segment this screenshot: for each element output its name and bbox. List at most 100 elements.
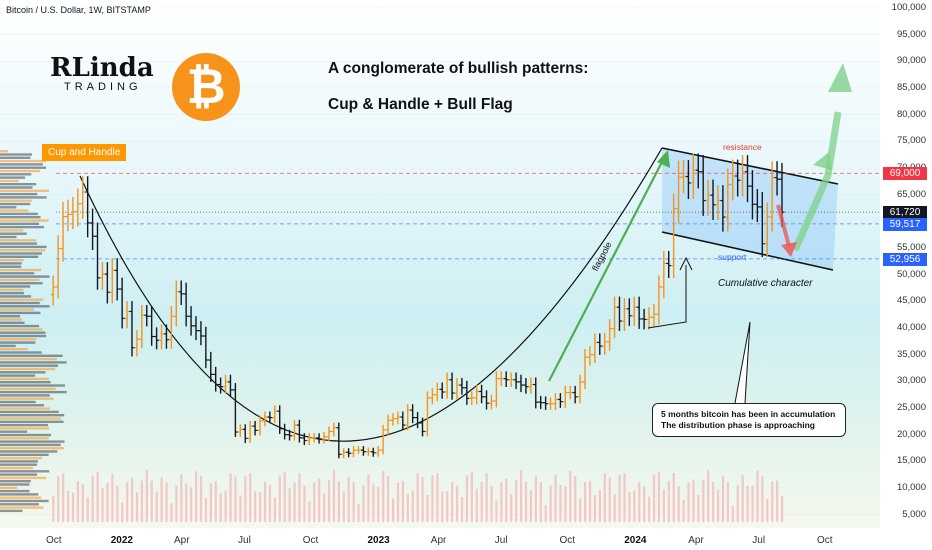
volume-bar xyxy=(170,503,173,522)
volume-bar xyxy=(475,488,478,522)
volume-profile-bar xyxy=(0,440,65,443)
volume-bar xyxy=(480,481,483,522)
flagpole-arrow-line xyxy=(548,157,665,382)
volume-profile-bar xyxy=(0,470,50,473)
volume-bar xyxy=(485,473,488,522)
volume-bar xyxy=(190,487,193,522)
volume-bar xyxy=(451,481,454,522)
x-tick-label: Jul xyxy=(238,535,251,546)
volume-bar xyxy=(155,491,158,522)
volume-bar xyxy=(175,485,178,522)
volume-profile-bar xyxy=(0,453,49,456)
volume-profile-bar xyxy=(0,430,28,433)
volume-profile-bar xyxy=(0,489,30,493)
volume-profile-bar xyxy=(0,499,49,503)
volume-profile-bar xyxy=(0,265,22,268)
volume-bar xyxy=(160,477,163,522)
volume-profile-bar xyxy=(0,311,41,315)
volume-profile-bar xyxy=(0,506,44,509)
volume-profile-bar xyxy=(0,206,17,209)
volume-profile-bar xyxy=(0,397,54,400)
pullback-arrow-head xyxy=(781,242,797,257)
volume-profile-bar xyxy=(0,324,40,328)
volume-bar xyxy=(500,482,503,522)
volume-bar xyxy=(569,470,572,522)
volume-bar xyxy=(436,473,439,522)
volume-bar xyxy=(687,482,690,522)
volume-profile-bar xyxy=(0,196,47,199)
volume-profile-bar xyxy=(0,308,34,311)
volume-bar xyxy=(347,476,350,522)
cumulative-character-label: Cumulative character xyxy=(718,278,813,289)
cup-curve xyxy=(79,147,663,442)
volume-profile-bar xyxy=(0,496,42,499)
volume-profile-bar xyxy=(0,414,65,417)
volume-profile-bar xyxy=(0,222,39,225)
volume-bar xyxy=(677,486,680,522)
volume-bar xyxy=(57,476,60,522)
volume-profile-bar xyxy=(0,473,38,476)
volume-profile-bar xyxy=(0,348,28,351)
volume-bar xyxy=(460,496,464,522)
x-tick-label: Apr xyxy=(688,535,704,546)
volume-bar xyxy=(86,497,89,522)
y-tick-label: 65,000 xyxy=(896,188,926,200)
volume-bar xyxy=(564,486,567,522)
volume-bar xyxy=(529,490,533,522)
volume-profile-bar xyxy=(0,186,33,189)
volume-bar xyxy=(62,473,65,522)
volume-profile-bar xyxy=(0,216,41,219)
volume-profile-bar xyxy=(0,367,56,371)
volume-profile-bar xyxy=(0,321,25,324)
pullback-arrow-line xyxy=(776,204,791,247)
volume-bar xyxy=(623,473,626,522)
volume-profile-bar xyxy=(0,245,47,249)
volume-bar xyxy=(91,475,94,522)
volume-bar xyxy=(283,471,286,522)
volume-profile-bar xyxy=(0,262,22,265)
volume-bar xyxy=(106,483,109,522)
volume-profile-bar xyxy=(0,410,59,414)
volume-bar xyxy=(396,482,400,522)
x-tick-label: Oct xyxy=(559,535,576,546)
volume-bar xyxy=(239,495,242,522)
volume-profile-bar xyxy=(0,456,43,460)
volume-profile-bar xyxy=(0,183,37,186)
volume-profile-bar xyxy=(0,219,49,222)
volume-bar xyxy=(515,479,518,522)
volume-profile-bar xyxy=(0,295,32,298)
volume-bar xyxy=(539,482,542,522)
volume-profile-bar xyxy=(0,387,56,390)
y-tick-label: 10,000 xyxy=(896,482,926,493)
volume-profile-bar xyxy=(0,176,26,179)
volume-bar xyxy=(66,491,70,522)
volume-bar xyxy=(180,474,183,522)
cumulative-pointer xyxy=(647,256,693,329)
volume-bar xyxy=(672,473,675,522)
volume-profile-bar xyxy=(0,344,16,348)
volume-bar xyxy=(426,494,429,522)
volume-bar xyxy=(234,476,237,522)
volume-profile-bar xyxy=(0,364,58,367)
volume-bar xyxy=(421,477,424,522)
volume-bar xyxy=(736,485,739,522)
y-tick-label: 80,000 xyxy=(896,108,926,120)
volume-profile-bar xyxy=(0,437,49,440)
y-tick-label: 15,000 xyxy=(896,455,926,467)
volume-profile-bar xyxy=(0,357,58,361)
volume-bar xyxy=(588,480,592,522)
rlinda-logo: RLinda TRADING xyxy=(50,55,155,101)
volume-profile-bar xyxy=(0,209,29,212)
volume-profile-bar xyxy=(0,202,31,206)
volume-bar xyxy=(199,475,203,522)
volume-profile-bar xyxy=(0,384,65,387)
volume-profile-bar xyxy=(0,407,50,410)
volume-bar xyxy=(638,482,641,522)
volume-bar xyxy=(716,489,720,522)
volume-bar xyxy=(574,476,577,522)
price-badge: 69,000 xyxy=(883,167,927,181)
volume-bar xyxy=(288,488,291,522)
volume-bar xyxy=(662,489,665,522)
volume-profile-bar xyxy=(0,480,31,483)
